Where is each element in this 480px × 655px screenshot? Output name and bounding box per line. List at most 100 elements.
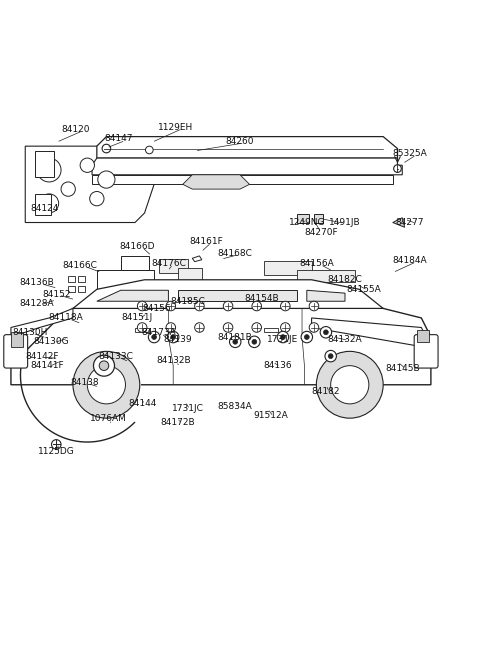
Circle shape: [331, 365, 369, 404]
Text: 84184A: 84184A: [392, 256, 427, 265]
Bar: [35, 151, 54, 177]
Polygon shape: [92, 158, 402, 175]
Text: 84145B: 84145B: [385, 364, 420, 373]
Text: 84118A: 84118A: [48, 314, 83, 322]
Circle shape: [137, 323, 147, 332]
Circle shape: [223, 323, 233, 332]
Text: 84132B: 84132B: [156, 356, 191, 365]
Bar: [68, 276, 75, 282]
Text: 84260: 84260: [226, 137, 254, 146]
Circle shape: [301, 331, 312, 343]
Circle shape: [281, 323, 290, 332]
Circle shape: [168, 331, 179, 343]
FancyBboxPatch shape: [4, 335, 28, 368]
FancyBboxPatch shape: [159, 259, 188, 272]
Bar: [68, 286, 75, 291]
Polygon shape: [178, 290, 297, 301]
Circle shape: [73, 351, 140, 418]
Circle shape: [316, 351, 383, 418]
Text: 84277: 84277: [395, 218, 424, 227]
Circle shape: [51, 440, 61, 449]
Text: 1076AM: 1076AM: [90, 414, 127, 422]
Circle shape: [90, 191, 104, 206]
Bar: [35, 194, 51, 215]
Polygon shape: [312, 318, 431, 346]
Text: 84136B: 84136B: [20, 278, 55, 287]
Text: 84130G: 84130G: [34, 337, 69, 346]
Circle shape: [277, 331, 288, 343]
Text: 84130H: 84130H: [12, 328, 48, 337]
Text: 84166D: 84166D: [120, 242, 155, 251]
Circle shape: [145, 146, 153, 154]
Text: 85834A: 85834A: [218, 402, 252, 411]
Text: 84185C: 84185C: [170, 297, 205, 306]
Text: 1491JB: 1491JB: [329, 218, 361, 227]
Circle shape: [309, 323, 319, 332]
Text: 84270F: 84270F: [304, 227, 338, 236]
Text: 84120: 84120: [61, 125, 90, 134]
Circle shape: [249, 336, 260, 348]
Circle shape: [94, 355, 115, 376]
Circle shape: [137, 301, 147, 310]
Circle shape: [394, 165, 401, 172]
Circle shape: [80, 158, 95, 172]
Circle shape: [223, 301, 233, 310]
Text: 1125DG: 1125DG: [38, 447, 75, 456]
Text: 84161F: 84161F: [190, 237, 224, 246]
Text: 84181B: 84181B: [218, 333, 252, 341]
Circle shape: [233, 339, 238, 345]
Text: 84154B: 84154B: [244, 294, 279, 303]
Text: 84172B: 84172B: [161, 419, 195, 428]
Text: 85325A: 85325A: [392, 149, 427, 158]
Circle shape: [166, 323, 176, 332]
Polygon shape: [25, 146, 154, 223]
Text: 84152: 84152: [42, 290, 71, 299]
Polygon shape: [97, 290, 168, 301]
Text: 1731JE: 1731JE: [267, 335, 299, 344]
Circle shape: [152, 335, 156, 339]
Circle shape: [325, 350, 336, 362]
Text: 84139: 84139: [164, 335, 192, 344]
Text: 84133C: 84133C: [98, 352, 133, 361]
Bar: [417, 330, 429, 342]
Text: 84173A: 84173A: [142, 328, 176, 337]
Text: 84151J: 84151J: [122, 314, 153, 322]
Text: 84147: 84147: [104, 134, 132, 143]
FancyBboxPatch shape: [414, 335, 438, 368]
Text: 84156: 84156: [142, 304, 171, 313]
Polygon shape: [307, 290, 345, 301]
Circle shape: [61, 182, 75, 196]
Circle shape: [99, 361, 109, 371]
Polygon shape: [73, 280, 383, 309]
Text: 84142F: 84142F: [25, 352, 59, 361]
Circle shape: [328, 354, 333, 358]
Bar: [297, 214, 309, 223]
Text: 84156A: 84156A: [299, 259, 334, 268]
Text: 84141F: 84141F: [30, 361, 63, 370]
Polygon shape: [97, 137, 397, 158]
Polygon shape: [393, 217, 405, 227]
Circle shape: [171, 335, 176, 339]
Circle shape: [252, 323, 262, 332]
Text: 84182C: 84182C: [328, 275, 362, 284]
FancyBboxPatch shape: [178, 268, 202, 280]
Circle shape: [102, 144, 111, 153]
Circle shape: [195, 301, 204, 310]
Polygon shape: [11, 309, 73, 337]
Circle shape: [166, 301, 176, 310]
Circle shape: [324, 330, 328, 335]
Circle shape: [309, 301, 319, 310]
Text: 84136: 84136: [264, 361, 292, 370]
FancyBboxPatch shape: [297, 271, 355, 282]
Circle shape: [195, 323, 204, 332]
Circle shape: [87, 365, 125, 404]
Circle shape: [229, 336, 241, 348]
Circle shape: [281, 335, 285, 339]
Polygon shape: [183, 175, 250, 189]
Text: 84144: 84144: [128, 400, 156, 408]
Polygon shape: [11, 294, 431, 384]
Bar: [78, 286, 85, 291]
Text: 1731JC: 1731JC: [171, 404, 204, 413]
Circle shape: [37, 158, 61, 182]
Circle shape: [148, 331, 160, 343]
